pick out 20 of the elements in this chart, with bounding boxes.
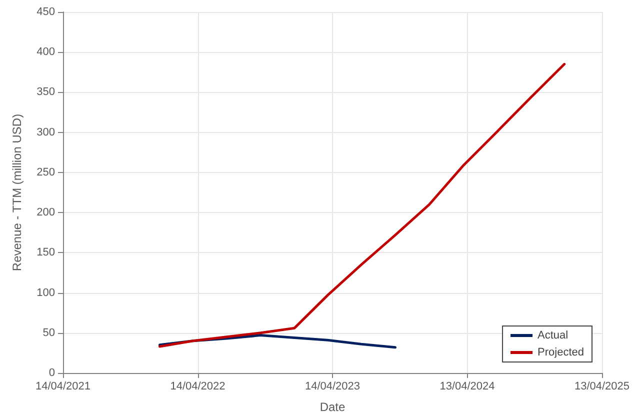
y-tick-label: 300 — [36, 126, 55, 138]
x-tick-label: 13/04/2024 — [440, 380, 495, 392]
y-tick-label: 350 — [36, 86, 55, 98]
y-tick-label: 450 — [36, 6, 55, 18]
y-axis-title: Revenue - TTM (million USD) — [10, 114, 24, 272]
y-tick-label: 150 — [36, 246, 55, 259]
line-series — [158, 62, 566, 348]
legend-label: Projected — [538, 346, 584, 358]
x-tick-label: 14/04/2022 — [170, 380, 226, 392]
y-tick-label: 50 — [42, 326, 55, 339]
x-tick-label: 14/04/2023 — [304, 380, 360, 392]
x-tick-label: 13/04/2025 — [574, 380, 630, 392]
y-tick-label: 400 — [36, 46, 55, 58]
y-tick-label: 0 — [48, 367, 55, 379]
y-tick-label: 100 — [36, 286, 55, 299]
y-tick-label: 250 — [36, 166, 55, 178]
legend-label: Actual — [538, 330, 568, 342]
x-tick-label: 14/04/2021 — [35, 380, 91, 392]
x-axis-title: Date — [320, 400, 346, 414]
y-tick-label: 200 — [36, 206, 55, 219]
